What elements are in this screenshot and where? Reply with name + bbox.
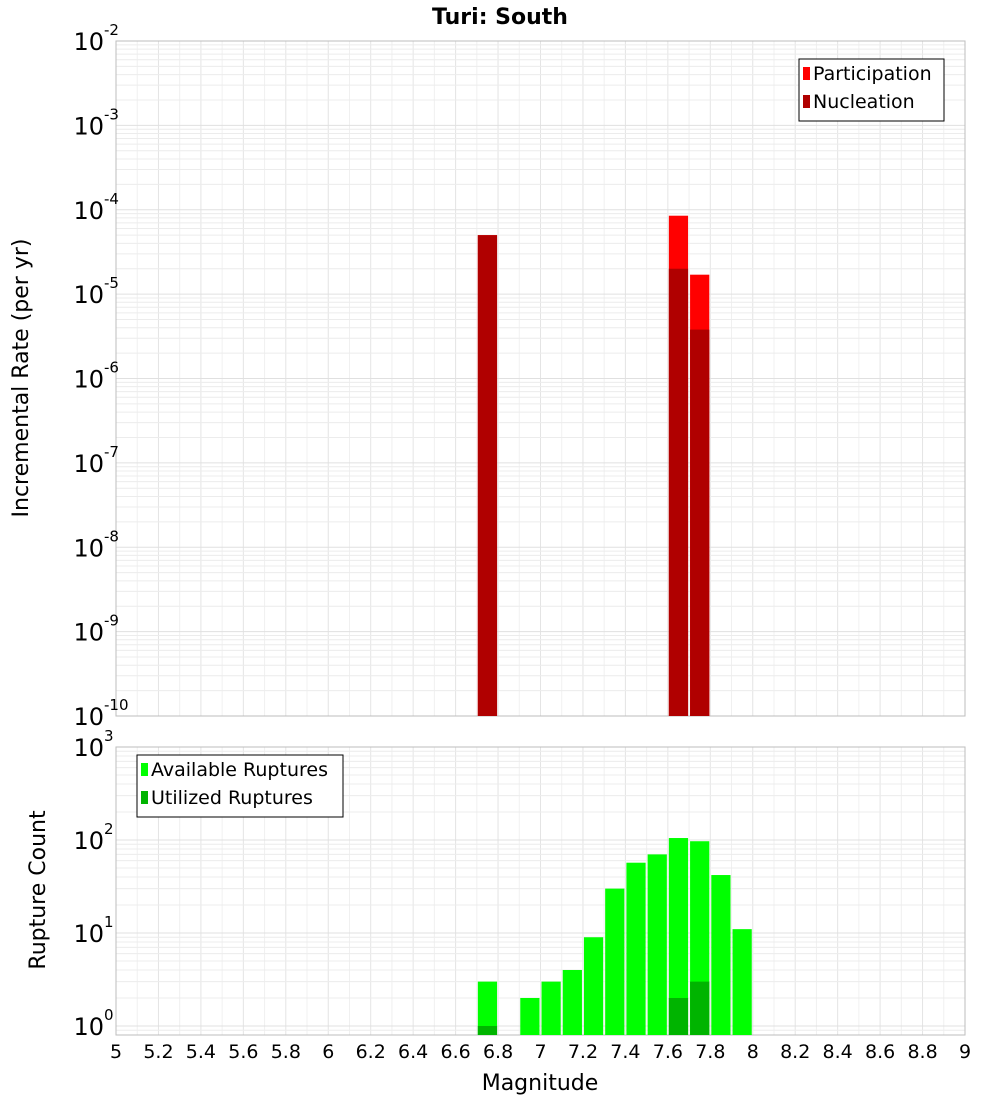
top-y-tick-label: 10 -2 bbox=[73, 21, 119, 56]
bottom-y-tick-base: 10 bbox=[73, 734, 104, 762]
bottom-legend-swatch bbox=[141, 791, 148, 804]
x-tick-label: 5.2 bbox=[143, 1041, 173, 1063]
x-tick-label: 7.2 bbox=[568, 1041, 598, 1063]
top-y-tick-base: 10 bbox=[73, 197, 104, 225]
bottom-bar-utilized-ruptures bbox=[668, 997, 689, 1035]
top-bar-nucleation bbox=[668, 268, 689, 716]
x-tick-label: 8 bbox=[747, 1041, 759, 1063]
bottom-y-axis-label: Rupture Count bbox=[26, 810, 51, 970]
bottom-legend-label: Utilized Ruptures bbox=[151, 787, 313, 809]
bottom-bar-available-ruptures bbox=[711, 875, 731, 1035]
bottom-y-tick-label: 10 0 bbox=[73, 1006, 113, 1041]
bottom-bar-available-ruptures bbox=[668, 838, 689, 1035]
x-tick-label: 5 bbox=[110, 1041, 122, 1063]
top-bar-nucleation bbox=[690, 329, 710, 716]
x-tick-label: 5.4 bbox=[186, 1041, 216, 1063]
x-tick-label: 7.8 bbox=[695, 1041, 725, 1063]
x-tick-label: 5.8 bbox=[271, 1041, 301, 1063]
top-y-tick-base: 10 bbox=[73, 28, 104, 56]
top-bar-nucleation bbox=[477, 235, 498, 716]
x-tick-label: 6.8 bbox=[483, 1041, 513, 1063]
top-y-tick-exponent: -7 bbox=[104, 443, 119, 461]
bottom-legend-swatch bbox=[141, 763, 148, 776]
top-y-tick-exponent: -4 bbox=[104, 190, 119, 208]
top-y-tick-label: 10 -7 bbox=[73, 443, 119, 478]
top-legend-label: Participation bbox=[813, 63, 932, 85]
bottom-y-tick-base: 10 bbox=[73, 920, 104, 948]
top-legend-box bbox=[798, 58, 945, 122]
top-y-tick-label: 10 -9 bbox=[73, 612, 119, 647]
bottom-legend-label: Available Ruptures bbox=[151, 759, 328, 781]
top-y-tick-base: 10 bbox=[73, 450, 104, 478]
top-y-tick-base: 10 bbox=[73, 281, 104, 309]
x-axis-label: Magnitude bbox=[482, 1071, 599, 1096]
top-y-tick-label: 10 -4 bbox=[73, 190, 119, 225]
top-y-tick-base: 10 bbox=[73, 619, 104, 647]
bottom-bar-available-ruptures bbox=[541, 981, 561, 1035]
bottom-bar-available-ruptures bbox=[647, 854, 667, 1035]
x-tick-label: 6.6 bbox=[440, 1041, 470, 1063]
top-y-tick-label: 10 -3 bbox=[73, 105, 119, 140]
top-y-tick-exponent: -2 bbox=[104, 21, 119, 39]
x-tick-label: 6.2 bbox=[356, 1041, 386, 1063]
bottom-bar-available-ruptures bbox=[520, 997, 540, 1035]
x-tick-label: 7.4 bbox=[610, 1041, 640, 1063]
top-y-tick-label: 10 -6 bbox=[73, 359, 119, 394]
bottom-legend: Available Ruptures Utilized Ruptures bbox=[136, 754, 344, 818]
top-y-axis-label: Incremental Rate (per yr) bbox=[9, 239, 34, 518]
bottom-y-tick-label: 10 1 bbox=[73, 913, 113, 948]
top-y-tick-base: 10 bbox=[73, 534, 104, 562]
x-tick-label: 8.8 bbox=[907, 1041, 937, 1063]
top-y-tick-label: 10 -10 bbox=[73, 696, 128, 731]
x-tick-label: 6 bbox=[322, 1041, 334, 1063]
bottom-y-tick-exponent: 3 bbox=[104, 727, 114, 745]
x-tick-label: 9 bbox=[959, 1041, 971, 1063]
bottom-bar-available-ruptures bbox=[583, 937, 604, 1035]
top-y-tick-exponent: -10 bbox=[104, 696, 129, 714]
bottom-y-tick-base: 10 bbox=[73, 1013, 104, 1041]
bottom-bar-available-ruptures bbox=[562, 969, 582, 1035]
top-y-tick-base: 10 bbox=[73, 703, 104, 731]
bottom-bar-available-ruptures bbox=[732, 929, 752, 1035]
x-tick-label: 8.2 bbox=[780, 1041, 810, 1063]
top-y-tick-exponent: -9 bbox=[104, 612, 119, 630]
top-legend-swatch bbox=[803, 67, 810, 80]
bottom-y-tick-label: 10 3 bbox=[73, 727, 113, 762]
x-tick-label: 8.6 bbox=[865, 1041, 895, 1063]
x-tick-label: 5.6 bbox=[228, 1041, 258, 1063]
bottom-bar-available-ruptures bbox=[626, 862, 646, 1035]
top-legend-label: Nucleation bbox=[813, 91, 915, 113]
chart-title: Turi: South bbox=[432, 5, 568, 30]
bottom-legend-box bbox=[136, 754, 344, 818]
top-legend-swatch bbox=[803, 95, 810, 108]
top-y-tick-exponent: -8 bbox=[104, 527, 119, 545]
x-tick-label: 7 bbox=[534, 1041, 546, 1063]
bottom-bar-utilized-ruptures bbox=[477, 1025, 498, 1035]
top-y-tick-exponent: -5 bbox=[104, 274, 119, 292]
x-tick-label: 8.4 bbox=[823, 1041, 853, 1063]
top-y-tick-label: 10 -8 bbox=[73, 527, 119, 562]
top-y-tick-base: 10 bbox=[73, 112, 104, 140]
bottom-y-tick-base: 10 bbox=[73, 827, 104, 855]
bottom-y-tick-exponent: 0 bbox=[104, 1006, 114, 1024]
top-plot-border bbox=[115, 40, 966, 717]
x-tick-label: 6.4 bbox=[398, 1041, 428, 1063]
top-y-tick-base: 10 bbox=[73, 366, 104, 394]
bottom-bar-available-ruptures bbox=[477, 981, 498, 1035]
bottom-plot-border bbox=[115, 746, 966, 1036]
x-tick-label: 7.6 bbox=[653, 1041, 683, 1063]
bottom-y-tick-exponent: 2 bbox=[104, 820, 114, 838]
bottom-bar-utilized-ruptures bbox=[690, 981, 710, 1035]
bottom-y-tick-label: 10 2 bbox=[73, 820, 113, 855]
bottom-y-tick-exponent: 1 bbox=[104, 913, 114, 931]
top-y-tick-exponent: -3 bbox=[104, 105, 119, 123]
bottom-bar-available-ruptures bbox=[605, 888, 625, 1035]
top-y-tick-exponent: -6 bbox=[104, 359, 119, 377]
top-legend: Participation Nucleation bbox=[798, 58, 945, 122]
top-y-tick-label: 10 -5 bbox=[73, 274, 119, 309]
